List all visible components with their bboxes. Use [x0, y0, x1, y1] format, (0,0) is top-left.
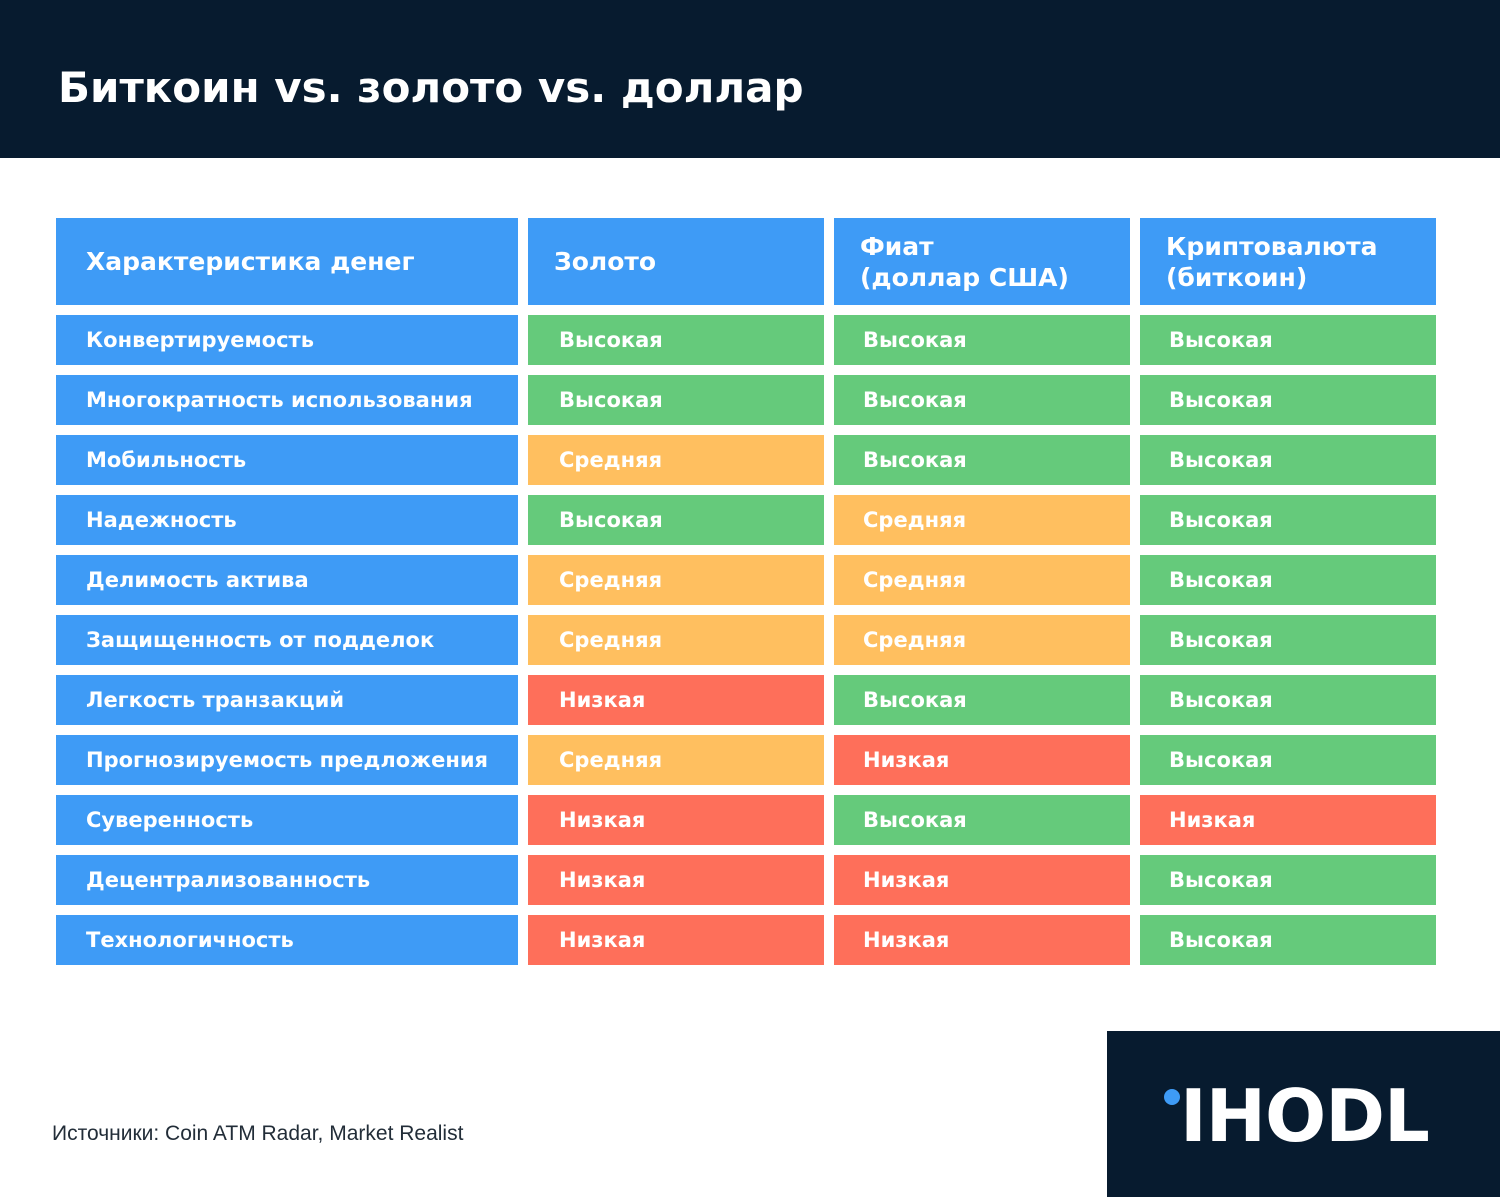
rating-cell: Низкая: [528, 855, 824, 905]
rating-cell: Высокая: [1140, 915, 1436, 965]
rating-cell: Высокая: [1140, 435, 1436, 485]
rating-cell: Высокая: [1140, 855, 1436, 905]
rating-cell: Высокая: [1140, 675, 1436, 725]
logo-panel: [1107, 1031, 1500, 1197]
rating-cell: Низкая: [528, 915, 824, 965]
rating-cell: Низкая: [834, 915, 1130, 965]
row-feature-label: Легкость транзакций: [56, 675, 518, 725]
rating-cell: Высокая: [1140, 495, 1436, 545]
rating-cell: Высокая: [528, 495, 824, 545]
column-header-3: Криптовалюта (биткоин): [1140, 218, 1436, 305]
row-feature-label: Суверенность: [56, 795, 518, 845]
rating-cell: Высокая: [1140, 735, 1436, 785]
rating-cell: Высокая: [1140, 615, 1436, 665]
rating-cell: Низкая: [834, 855, 1130, 905]
rating-cell: Низкая: [1140, 795, 1436, 845]
column-header-0: Характеристика денег: [56, 218, 518, 305]
row-feature-label: Децентрализованность: [56, 855, 518, 905]
column-header-2: Фиат (доллар США): [834, 218, 1130, 305]
rating-cell: Средняя: [834, 615, 1130, 665]
row-feature-label: Мобильность: [56, 435, 518, 485]
rating-cell: Высокая: [1140, 375, 1436, 425]
header-bar: Биткоин vs. золото vs. доллар: [0, 0, 1500, 158]
row-feature-label: Защищенность от подделок: [56, 615, 518, 665]
rating-cell: Средняя: [528, 555, 824, 605]
rating-cell: Высокая: [528, 315, 824, 365]
rating-cell: Высокая: [834, 795, 1130, 845]
rating-cell: Высокая: [1140, 315, 1436, 365]
rating-cell: Низкая: [834, 735, 1130, 785]
page-title: Биткоин vs. золото vs. доллар: [58, 63, 804, 112]
row-feature-label: Надежность: [56, 495, 518, 545]
rating-cell: Средняя: [528, 735, 824, 785]
row-feature-label: Делимость актива: [56, 555, 518, 605]
rating-cell: Высокая: [834, 315, 1130, 365]
rating-cell: Средняя: [834, 555, 1130, 605]
rating-cell: Низкая: [528, 675, 824, 725]
rating-cell: Низкая: [528, 795, 824, 845]
rating-cell: Высокая: [834, 375, 1130, 425]
row-feature-label: Многократность использования: [56, 375, 518, 425]
row-feature-label: Технологичность: [56, 915, 518, 965]
rating-cell: Высокая: [834, 435, 1130, 485]
rating-cell: Средняя: [834, 495, 1130, 545]
rating-cell: Средняя: [528, 435, 824, 485]
rating-cell: Высокая: [834, 675, 1130, 725]
logo: IHODL: [1180, 1074, 1430, 1158]
row-feature-label: Конвертируемость: [56, 315, 518, 365]
rating-cell: Средняя: [528, 615, 824, 665]
rating-cell: Высокая: [528, 375, 824, 425]
rating-cell: Высокая: [1140, 555, 1436, 605]
row-feature-label: Прогнозируемость предложения: [56, 735, 518, 785]
sources-footnote: Источники: Coin ATM Radar, Market Realis…: [52, 1122, 464, 1145]
column-header-1: Золото: [528, 218, 824, 305]
logo-dot-icon: [1164, 1089, 1180, 1105]
